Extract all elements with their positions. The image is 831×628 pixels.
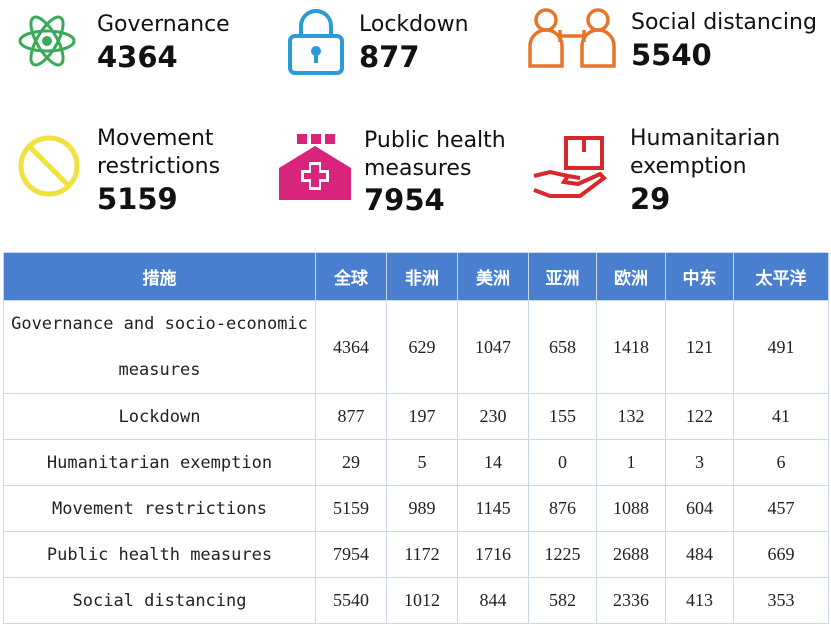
cell-value: 604 xyxy=(665,485,734,532)
cell-value: 1716 xyxy=(457,531,529,578)
cell-value: 669 xyxy=(733,531,829,578)
cell-value: 2336 xyxy=(596,577,666,624)
card-label: Social distancing xyxy=(631,10,817,35)
column-header-global: 全球 xyxy=(315,252,387,301)
padlock-icon xyxy=(288,9,344,75)
table-row: Humanitarian exemption 29 5 14 0 1 3 6 xyxy=(3,439,829,486)
cell-value: 989 xyxy=(386,485,458,532)
row-measure-name: Lockdown xyxy=(3,393,316,440)
cell-value: 4364 xyxy=(315,300,387,394)
atom-icon xyxy=(18,15,76,67)
card-label: measures xyxy=(364,156,472,181)
row-measure-name: Governance and socio-economic measures xyxy=(3,300,316,394)
cell-value: 1 xyxy=(596,439,666,486)
cell-value: 1145 xyxy=(457,485,529,532)
cell-value: 121 xyxy=(665,300,734,394)
card-label: exemption xyxy=(630,154,747,179)
table-row: Governance and socio-economic measures 4… xyxy=(3,300,829,394)
cell-value: 29 xyxy=(315,439,387,486)
cell-value: 122 xyxy=(665,393,734,440)
column-header-middle-east: 中东 xyxy=(665,252,734,301)
aid-hand-icon xyxy=(533,136,608,198)
card-value: 5540 xyxy=(631,38,712,72)
card-label: Humanitarian xyxy=(630,126,781,151)
cell-value: 457 xyxy=(733,485,829,532)
cell-value: 230 xyxy=(457,393,529,440)
row-measure-name: Social distancing xyxy=(3,577,316,624)
cell-value: 2688 xyxy=(596,531,666,578)
cell-value: 353 xyxy=(733,577,829,624)
cell-value: 5540 xyxy=(315,577,387,624)
cell-value: 1012 xyxy=(386,577,458,624)
cell-value: 413 xyxy=(665,577,734,624)
cell-value: 876 xyxy=(528,485,597,532)
card-value: 877 xyxy=(359,40,420,74)
cell-value: 629 xyxy=(386,300,458,394)
social-distancing-icon xyxy=(528,8,616,68)
cell-value: 1088 xyxy=(596,485,666,532)
table-row: Movement restrictions 5159 989 1145 876 … xyxy=(3,485,829,532)
cell-value: 155 xyxy=(528,393,597,440)
table-row: Public health measures 7954 1172 1716 12… xyxy=(3,531,829,578)
card-value: 4364 xyxy=(97,40,178,74)
card-label: Movement xyxy=(97,126,214,151)
card-label: restrictions xyxy=(97,154,221,179)
row-measure-name: Humanitarian exemption xyxy=(3,439,316,486)
card-value: 7954 xyxy=(364,183,445,217)
table-row: Social distancing 5540 1012 844 582 2336… xyxy=(3,577,829,624)
cell-value: 197 xyxy=(386,393,458,440)
cell-value: 1172 xyxy=(386,531,458,578)
cell-value: 1225 xyxy=(528,531,597,578)
cell-value: 844 xyxy=(457,577,529,624)
card-label: Governance xyxy=(97,12,230,37)
row-measure-name: Movement restrictions xyxy=(3,485,316,532)
card-value: 29 xyxy=(630,182,671,216)
column-header-asia: 亚洲 xyxy=(528,252,597,301)
measures-table: 措施 全球 非洲 美洲 亚洲 欧洲 中东 太平洋 Governance and … xyxy=(3,252,829,624)
row-measure-name: Public health measures xyxy=(3,531,316,578)
column-header-europe: 欧洲 xyxy=(596,252,666,301)
cell-value: 6 xyxy=(733,439,829,486)
cell-value: 0 xyxy=(528,439,597,486)
cell-value: 582 xyxy=(528,577,597,624)
cell-value: 5159 xyxy=(315,485,387,532)
cell-value: 1047 xyxy=(457,300,529,394)
cell-value: 3 xyxy=(665,439,734,486)
card-label: Public health xyxy=(364,128,506,153)
cell-value: 14 xyxy=(457,439,529,486)
cell-value: 491 xyxy=(733,300,829,394)
column-header-measure: 措施 xyxy=(3,252,316,301)
column-header-americas: 美洲 xyxy=(457,252,529,301)
card-label: Lockdown xyxy=(359,12,469,37)
cell-value: 5 xyxy=(386,439,458,486)
cell-value: 1418 xyxy=(596,300,666,394)
table-header-row: 措施 全球 非洲 美洲 亚洲 欧洲 中东 太平洋 xyxy=(3,252,829,301)
public-health-icon xyxy=(279,134,351,200)
cell-value: 7954 xyxy=(315,531,387,578)
cell-value: 658 xyxy=(528,300,597,394)
column-header-africa: 非洲 xyxy=(386,252,458,301)
prohibited-icon xyxy=(18,135,80,197)
card-value: 5159 xyxy=(97,182,178,216)
cell-value: 41 xyxy=(733,393,829,440)
cell-value: 877 xyxy=(315,393,387,440)
column-header-pacific: 太平洋 xyxy=(733,252,829,301)
cell-value: 484 xyxy=(665,531,734,578)
table-row: Lockdown 877 197 230 155 132 122 41 xyxy=(3,393,829,440)
cell-value: 132 xyxy=(596,393,666,440)
